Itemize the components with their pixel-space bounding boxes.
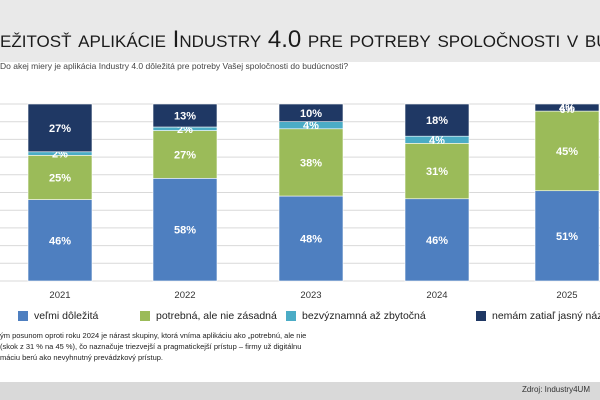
bar-segment	[534, 110, 600, 192]
title-bar	[0, 0, 600, 62]
bar-segment	[404, 198, 470, 282]
bar-segment	[404, 143, 470, 200]
chart-legend: veľmi dôležitá potrebná, ale nie zásadná b…	[0, 307, 600, 325]
bar-segment	[27, 103, 93, 153]
x-tick-label: 2024	[426, 290, 447, 301]
bar-segment	[278, 128, 344, 197]
legend-label: nemám zatiaľ jasný názor	[492, 310, 600, 322]
legend-label: potrebná, ale nie zásadná	[156, 310, 277, 322]
data-label: 48%	[300, 234, 322, 246]
bar-segment	[404, 103, 470, 137]
data-label: 46%	[426, 235, 448, 247]
note-line: ým posunom oproti roku 2024 je nárast sk…	[0, 331, 307, 340]
data-label: 10%	[300, 108, 322, 120]
data-label: 38%	[300, 157, 322, 169]
bar-segment	[152, 178, 218, 282]
legend-item: veľmi dôležitá	[18, 307, 98, 325]
data-label: 46%	[49, 235, 71, 247]
legend-item: potrebná, ale nie zásadná	[140, 307, 277, 325]
annotation-label: 6%	[560, 105, 575, 116]
data-label: 58%	[174, 225, 196, 237]
data-label: 27%	[174, 149, 196, 161]
bar-segment	[152, 103, 218, 128]
data-label: 4%	[303, 120, 319, 132]
data-label: 27%	[49, 123, 71, 135]
data-label: 51%	[556, 231, 578, 243]
legend-swatch	[286, 311, 296, 321]
data-label: 45%	[556, 146, 578, 158]
bar-segment	[278, 103, 344, 123]
x-tick-label: 2022	[174, 290, 195, 301]
chart-title: ežitosť aplikácie Industry 4.0 pre potre…	[0, 26, 600, 52]
bar-segment	[534, 103, 600, 112]
x-tick-label: 2023	[300, 290, 321, 301]
bar-segment	[152, 130, 218, 179]
bar-segment	[534, 190, 600, 282]
legend-swatch	[18, 311, 28, 321]
x-tick-label: 2021	[49, 290, 70, 301]
legend-label: bezvýznamná až zbytočná	[302, 310, 426, 322]
note-line: máciu berú ako nevyhnutný prevádzkový pr…	[0, 353, 164, 362]
chart-note: ým posunom oproti roku 2024 je nárast sk…	[0, 330, 360, 380]
data-label: 4%	[429, 135, 445, 147]
data-label: 13%	[174, 111, 196, 123]
bar-segment	[27, 155, 93, 200]
note-line: (skok z 31 % na 45 %), čo naznačuje trie…	[0, 342, 302, 351]
data-label: 18%	[426, 115, 448, 127]
legend-item: bezvýznamná až zbytočná	[286, 307, 426, 325]
x-tick-label: 2025	[556, 290, 577, 301]
bar-segment	[278, 195, 344, 282]
source-text: Zdroj: Industry4UM	[521, 385, 590, 394]
data-label: 25%	[49, 172, 71, 184]
bar-segment	[27, 199, 93, 282]
legend-swatch	[140, 311, 150, 321]
legend-item: nemám zatiaľ jasný názor	[476, 307, 600, 325]
data-label: 4%	[559, 103, 575, 115]
legend-label: veľmi dôležitá	[34, 310, 99, 322]
stacked-bar-chart: 46%25%2%27%202158%27%2%13%202248%38%4%10…	[0, 103, 600, 301]
data-label: 31%	[426, 166, 448, 178]
chart-subtitle: Do akej miery je aplikácia Industry 4.0 …	[0, 61, 349, 71]
legend-swatch	[476, 311, 486, 321]
footer-bar: Zdroj: Industry4UM	[0, 382, 600, 400]
